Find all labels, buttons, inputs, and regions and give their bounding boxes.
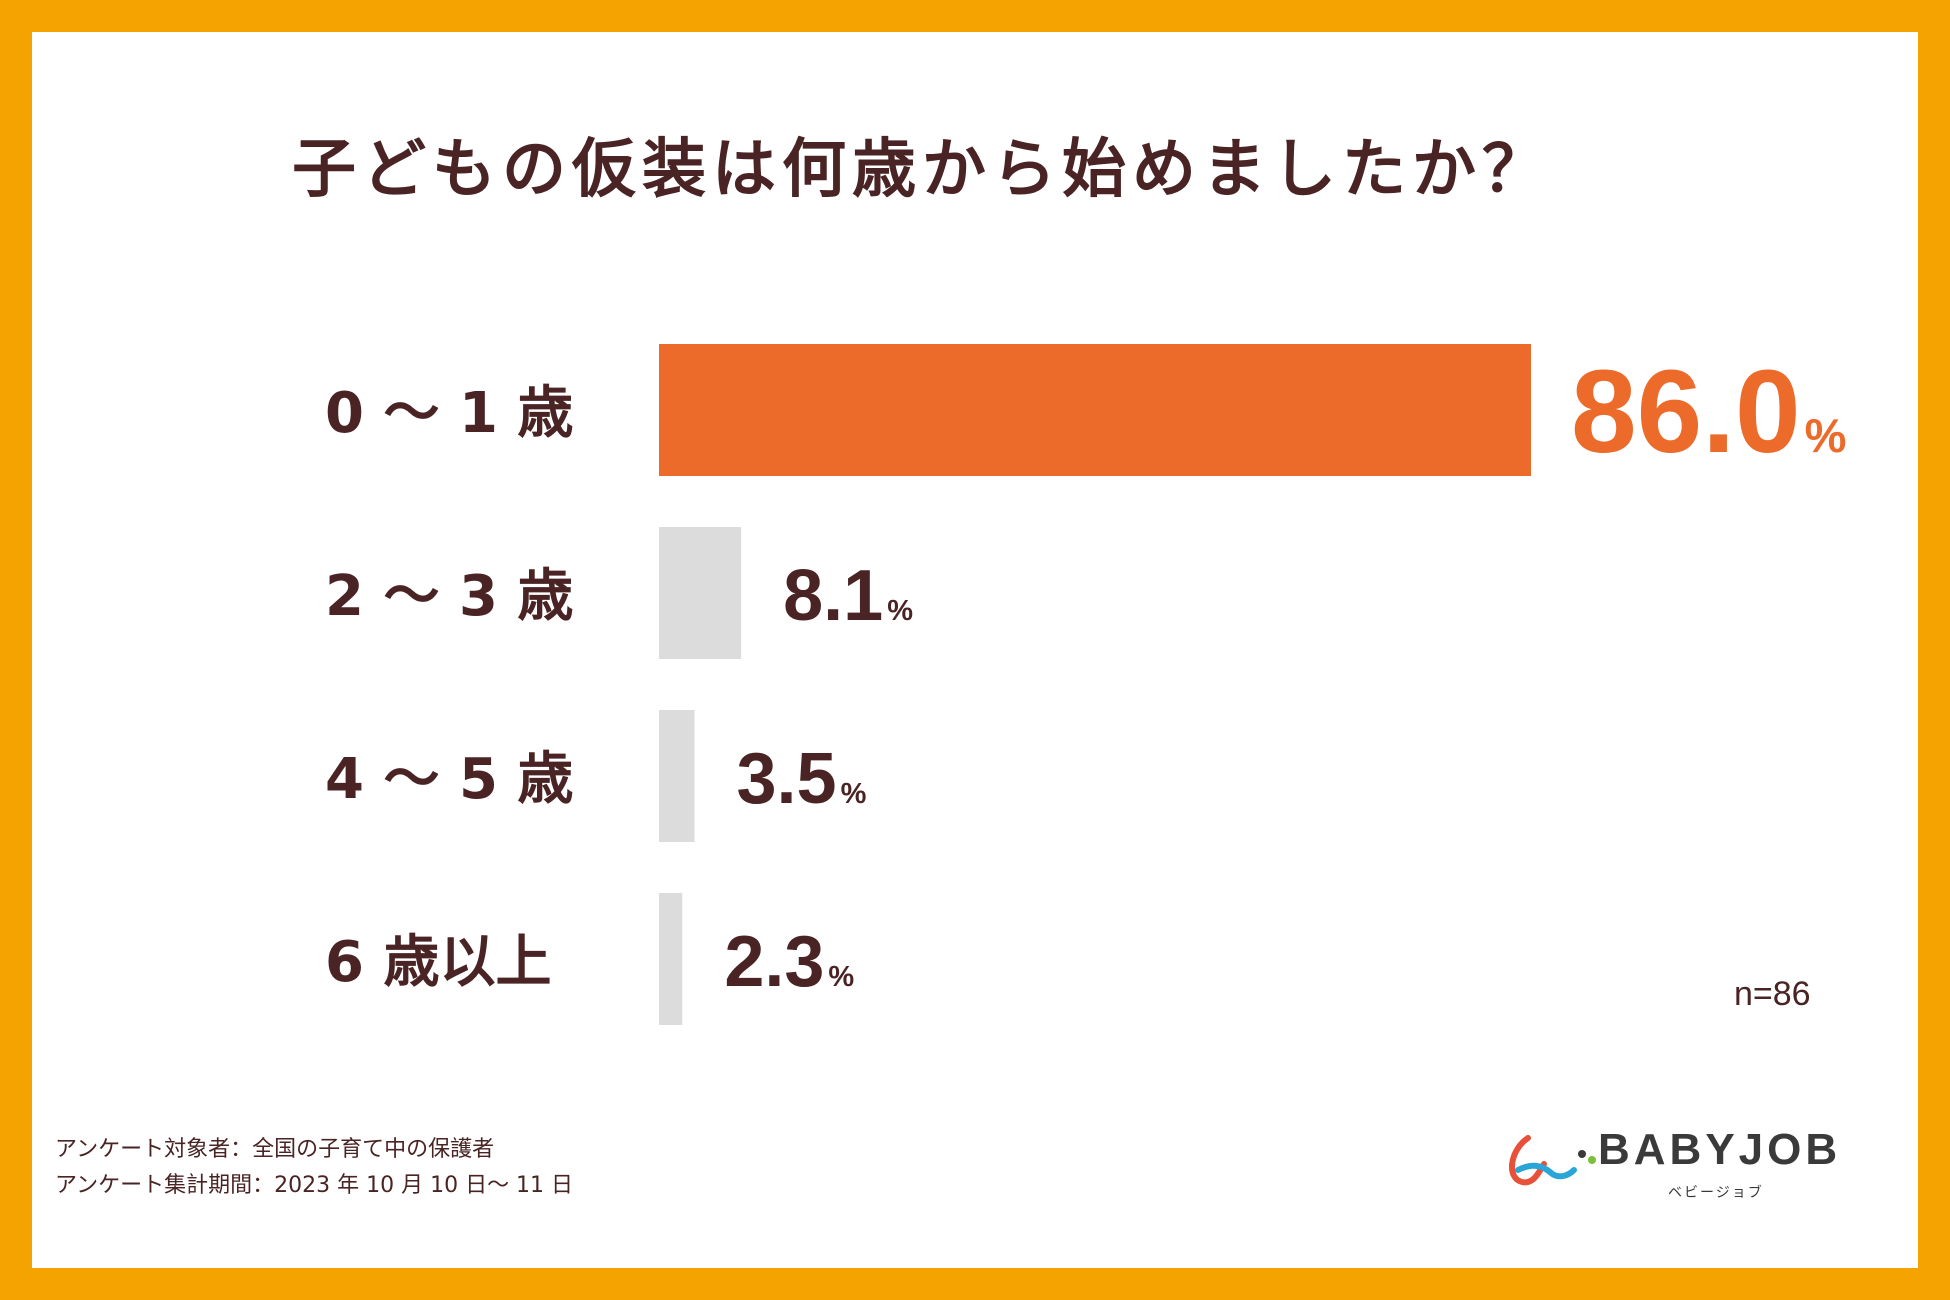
category-label: 6 歳以上 [325, 930, 551, 995]
percent-unit: % [841, 778, 867, 810]
chart-title: 子どもの仮装は何歳から始めましたか？ [292, 133, 1552, 207]
value-label: 8.1% [783, 556, 913, 636]
sample-size-note: n=86 [1734, 975, 1811, 1013]
survey-target-note: アンケート対象者：全国の子育て中の保護者 [55, 1137, 495, 1162]
bar [659, 893, 683, 1025]
bar [659, 344, 1531, 476]
value-label: 2.3% [724, 922, 854, 1002]
value-label: 3.5% [736, 739, 866, 819]
percent-unit: % [828, 961, 854, 993]
percent-unit: % [1805, 409, 1847, 462]
bar [659, 527, 742, 659]
category-label: 4 ～ 5 歳 [325, 747, 573, 812]
survey-period-note: アンケート集計期間：2023 年 10 月 10 日～ 11 日 [55, 1173, 574, 1198]
bar [659, 710, 695, 842]
percent-unit: % [887, 595, 913, 627]
category-label: 0 ～ 1 歳 [325, 381, 573, 446]
chart-frame [32, 32, 1918, 1268]
value-label: 86.0% [1571, 346, 1846, 478]
babyjob-logo-icon [1509, 1135, 1596, 1186]
logo-wordmark: BABYJOB [1598, 1125, 1842, 1174]
logo-kana: ベビージョブ [1668, 1185, 1764, 1201]
category-label: 2 ～ 3 歳 [325, 564, 573, 629]
